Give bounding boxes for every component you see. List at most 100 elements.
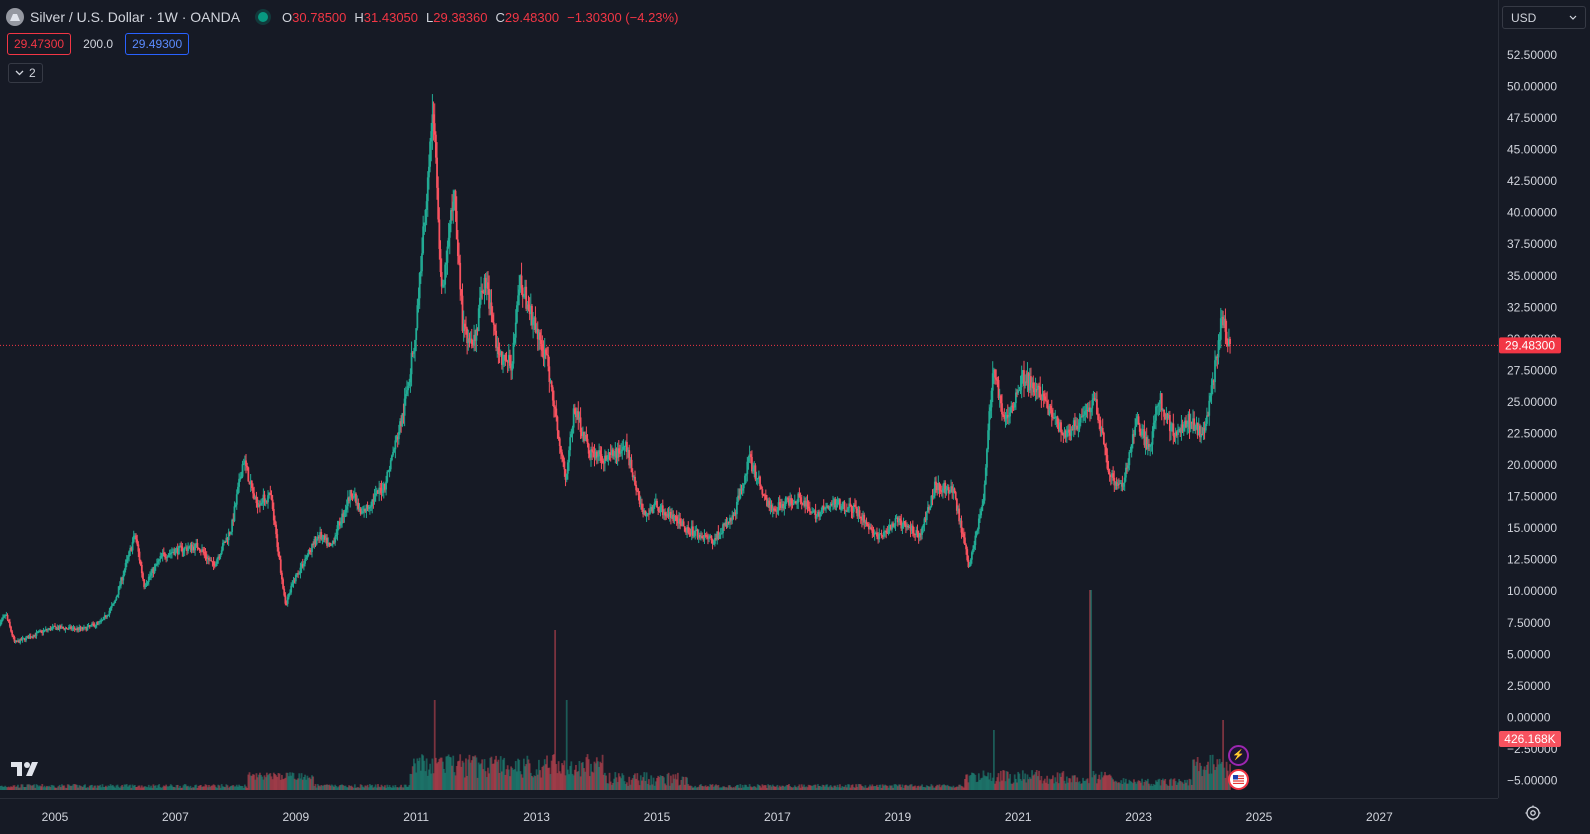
candle-body: [7, 615, 9, 620]
price-scale[interactable]: 52.5000050.0000047.5000045.0000042.50000…: [1498, 0, 1590, 798]
candle-body: [569, 437, 571, 450]
currency-selector[interactable]: USD: [1502, 6, 1586, 29]
candle-body: [433, 114, 435, 123]
candle-body: [676, 516, 678, 521]
candle-body: [602, 461, 604, 463]
candle-body: [568, 450, 570, 462]
time-tick-label: 2025: [1246, 810, 1273, 824]
candle-body: [136, 539, 138, 544]
candle-body: [274, 520, 276, 524]
candle-body: [961, 521, 963, 533]
candle-body: [888, 529, 890, 533]
market-status-icon[interactable]: [258, 12, 268, 22]
candle-body: [382, 491, 384, 493]
candle-body: [885, 531, 887, 533]
candle-body: [990, 407, 992, 411]
candle-body: [87, 627, 89, 631]
candle-body: [798, 494, 800, 498]
candle-body: [1186, 424, 1188, 427]
candle-body: [118, 586, 120, 594]
candle-body: [946, 489, 948, 494]
symbol-title[interactable]: Silver / U.S. Dollar · 1W · OANDA: [30, 9, 240, 25]
candle-body: [693, 536, 695, 537]
candle-body: [745, 474, 747, 475]
candle-body: [47, 629, 49, 630]
candle-body: [599, 450, 601, 454]
candle-body: [393, 449, 395, 452]
ohlc-close-label: C: [495, 10, 504, 25]
price-chart[interactable]: [0, 0, 1498, 798]
candle-body: [231, 520, 233, 532]
candle-body: [638, 491, 640, 495]
candle-body: [279, 556, 281, 560]
candle-body: [304, 559, 306, 564]
sell-price-button[interactable]: 29.47300: [7, 33, 71, 55]
candle-body: [450, 210, 452, 224]
candle-body: [847, 508, 849, 512]
candle-body: [234, 506, 236, 521]
candle-body: [188, 546, 190, 548]
candle-body: [242, 464, 244, 476]
buy-price-button[interactable]: 29.49300: [125, 33, 189, 55]
candle-body: [1083, 415, 1085, 416]
candle-body: [656, 501, 658, 507]
candle-body: [933, 496, 935, 498]
candle-body: [618, 448, 620, 452]
time-tick-label: 2027: [1366, 810, 1393, 824]
candle-body: [25, 637, 27, 640]
candle-body: [280, 559, 282, 572]
gear-icon[interactable]: [1524, 804, 1542, 827]
candle-body: [203, 552, 205, 554]
lightning-event-icon[interactable]: ⚡: [1228, 745, 1249, 766]
candle-body: [411, 353, 413, 374]
candle-body: [375, 493, 377, 495]
candle-body: [660, 508, 662, 512]
candle-body: [736, 502, 738, 514]
candle-body: [156, 564, 158, 565]
candle-body: [1219, 340, 1221, 341]
candle-body: [126, 559, 128, 562]
price-tick-label: 40.00000: [1507, 206, 1557, 220]
candle-body: [746, 462, 748, 474]
candle-body: [331, 544, 333, 546]
candle-body: [721, 533, 723, 534]
silver-symbol-icon[interactable]: [6, 8, 24, 26]
candle-body: [340, 524, 342, 526]
candle-body: [744, 476, 746, 485]
candle-body: [774, 509, 776, 511]
candle-body: [67, 629, 69, 630]
candle-body: [154, 567, 156, 573]
us-flag-event-icon[interactable]: [1228, 769, 1249, 790]
candle-body: [205, 553, 207, 556]
ohlc-open-value: 30.78500: [292, 10, 346, 25]
candle-body: [852, 512, 854, 513]
candle-body: [281, 573, 283, 580]
candle-body: [144, 586, 146, 587]
candle-body: [1032, 383, 1034, 389]
candle-body: [974, 536, 976, 545]
candle-body: [465, 327, 467, 329]
bid-ask-quote: 29.47300 200.0 29.49300: [7, 33, 189, 55]
candle-body: [1123, 483, 1125, 487]
candle-body: [166, 557, 168, 558]
candle-body: [854, 505, 856, 507]
price-tick-label: 20.00000: [1507, 458, 1557, 472]
candle-body: [406, 390, 408, 394]
candle-body: [1134, 427, 1136, 436]
candle-body: [1159, 403, 1161, 404]
candle-body: [1226, 332, 1228, 341]
indicators-collapse-button[interactable]: 2: [8, 63, 43, 83]
price-tick-label: 0.00000: [1507, 710, 1551, 724]
candle-body: [119, 585, 121, 586]
candle-body: [284, 596, 286, 604]
candle-body: [976, 531, 978, 536]
candle-body: [316, 539, 318, 544]
candle-body: [460, 289, 462, 295]
candle-body: [392, 452, 394, 455]
candle-body: [502, 355, 504, 364]
candle-body: [247, 467, 249, 481]
candle-body: [491, 302, 493, 314]
candle-body: [639, 495, 641, 504]
